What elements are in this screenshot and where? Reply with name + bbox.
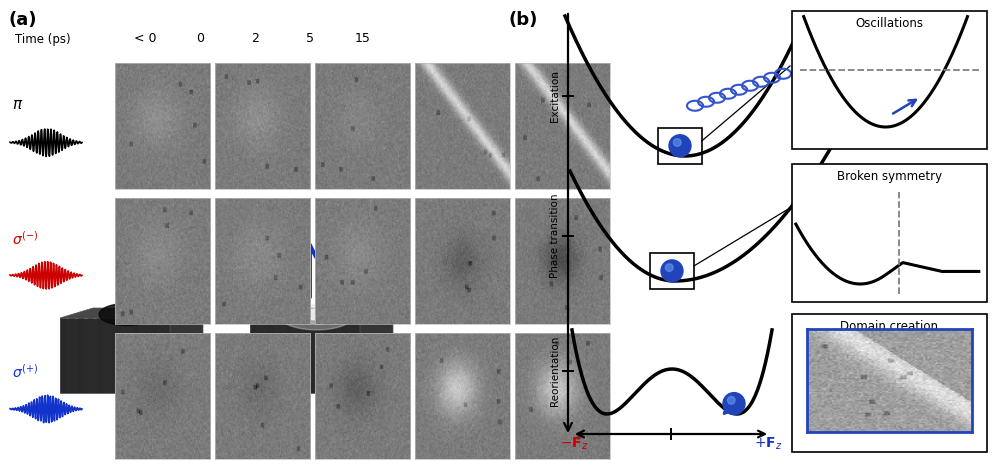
Polygon shape: [287, 318, 292, 393]
Bar: [792, 314, 987, 452]
Polygon shape: [106, 318, 111, 393]
Polygon shape: [69, 318, 75, 393]
Polygon shape: [323, 318, 329, 393]
Polygon shape: [351, 318, 356, 393]
Polygon shape: [314, 318, 320, 393]
Polygon shape: [303, 309, 330, 320]
Text: Phase transition: Phase transition: [550, 194, 560, 278]
Bar: [792, 11, 987, 149]
Polygon shape: [152, 318, 157, 393]
Text: $\pi$: $\pi$: [12, 98, 23, 112]
Polygon shape: [60, 318, 170, 393]
Polygon shape: [99, 303, 154, 325]
Text: Broken symmetry: Broken symmetry: [837, 170, 942, 183]
Text: $-\mathbf{F}_z$: $-\mathbf{F}_z$: [140, 245, 169, 261]
Text: 0: 0: [196, 33, 204, 46]
Polygon shape: [250, 318, 256, 393]
Text: Oscillations: Oscillations: [856, 17, 924, 30]
Circle shape: [723, 393, 745, 415]
Circle shape: [727, 397, 735, 404]
Text: Reorientation: Reorientation: [550, 336, 560, 406]
Circle shape: [661, 260, 683, 282]
Polygon shape: [60, 318, 66, 393]
Circle shape: [936, 254, 960, 278]
Bar: [658, 128, 702, 164]
Polygon shape: [143, 318, 148, 393]
Text: $+\mathbf{F}_z$: $+\mathbf{F}_z$: [754, 436, 782, 452]
Polygon shape: [115, 318, 120, 393]
Bar: [792, 164, 987, 302]
Polygon shape: [296, 318, 301, 393]
Polygon shape: [268, 318, 274, 393]
Polygon shape: [60, 308, 203, 318]
Polygon shape: [250, 308, 393, 318]
Polygon shape: [78, 318, 84, 393]
Text: $-\mathbf{F}_z$: $-\mathbf{F}_z$: [560, 436, 588, 452]
Polygon shape: [97, 318, 102, 393]
Circle shape: [665, 264, 673, 272]
Text: (a): (a): [8, 11, 36, 29]
Text: $+\mathbf{F}_z$: $+\mathbf{F}_z$: [325, 245, 354, 261]
Polygon shape: [170, 308, 203, 393]
Polygon shape: [278, 299, 355, 330]
Text: Excitation: Excitation: [550, 70, 560, 122]
Text: $\sigma^{(-)}$: $\sigma^{(-)}$: [12, 229, 38, 247]
Polygon shape: [124, 318, 130, 393]
Circle shape: [669, 135, 691, 157]
Circle shape: [869, 103, 893, 127]
Polygon shape: [133, 318, 139, 393]
Polygon shape: [305, 318, 310, 393]
Text: Time (ps): Time (ps): [15, 33, 71, 46]
Polygon shape: [88, 318, 93, 393]
Text: < 0: < 0: [134, 33, 156, 46]
Text: 15: 15: [355, 33, 371, 46]
Polygon shape: [342, 318, 347, 393]
Text: (b): (b): [508, 11, 537, 29]
Polygon shape: [292, 305, 341, 324]
Polygon shape: [360, 308, 393, 393]
Circle shape: [941, 258, 949, 267]
Polygon shape: [332, 318, 338, 393]
Polygon shape: [259, 318, 265, 393]
Circle shape: [673, 138, 681, 146]
Circle shape: [873, 107, 882, 116]
Bar: [650, 253, 694, 289]
Text: Domain creation: Domain creation: [840, 320, 938, 333]
Text: $\sigma^{(+)}$: $\sigma^{(+)}$: [12, 363, 38, 381]
Polygon shape: [161, 318, 166, 393]
Polygon shape: [250, 318, 360, 393]
Polygon shape: [278, 318, 283, 393]
Text: 5: 5: [306, 33, 314, 46]
Text: 2: 2: [251, 33, 259, 46]
